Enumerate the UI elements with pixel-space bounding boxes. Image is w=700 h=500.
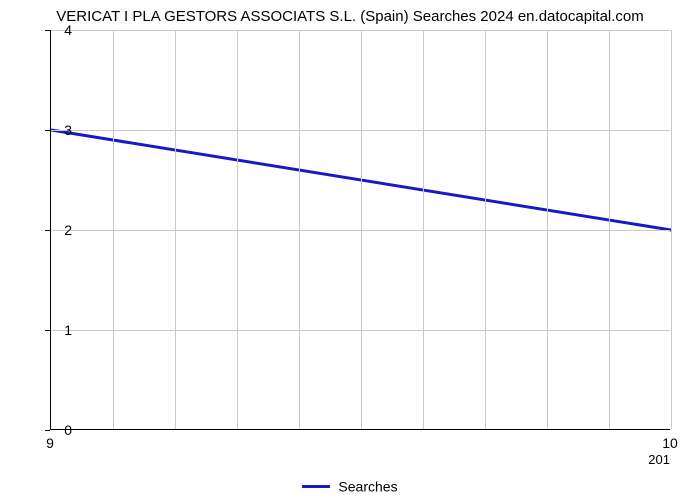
y-tick-mark xyxy=(45,230,50,231)
y-tick-mark xyxy=(45,330,50,331)
grid-horizontal xyxy=(51,230,670,231)
y-tick-mark xyxy=(45,430,50,431)
x-tick-label: 9 xyxy=(46,435,54,451)
chart-title: VERICAT I PLA GESTORS ASSOCIATS S.L. (Sp… xyxy=(0,8,700,25)
legend: Searches xyxy=(0,477,700,494)
x-tick-label: 10 xyxy=(662,435,678,451)
legend-swatch xyxy=(302,485,330,488)
y-tick-label: 2 xyxy=(32,222,72,238)
y-tick-mark xyxy=(45,30,50,31)
y-tick-label: 3 xyxy=(32,122,72,138)
x-extra-label: 201 xyxy=(648,452,670,467)
grid-horizontal xyxy=(51,30,670,31)
legend-label: Searches xyxy=(338,478,397,494)
grid-vertical xyxy=(671,30,672,429)
chart-container: VERICAT I PLA GESTORS ASSOCIATS S.L. (Sp… xyxy=(0,0,700,500)
plot-area xyxy=(50,30,670,430)
grid-horizontal xyxy=(51,130,670,131)
y-tick-label: 4 xyxy=(32,22,72,38)
grid-horizontal xyxy=(51,330,670,331)
y-tick-label: 1 xyxy=(32,322,72,338)
y-tick-mark xyxy=(45,130,50,131)
